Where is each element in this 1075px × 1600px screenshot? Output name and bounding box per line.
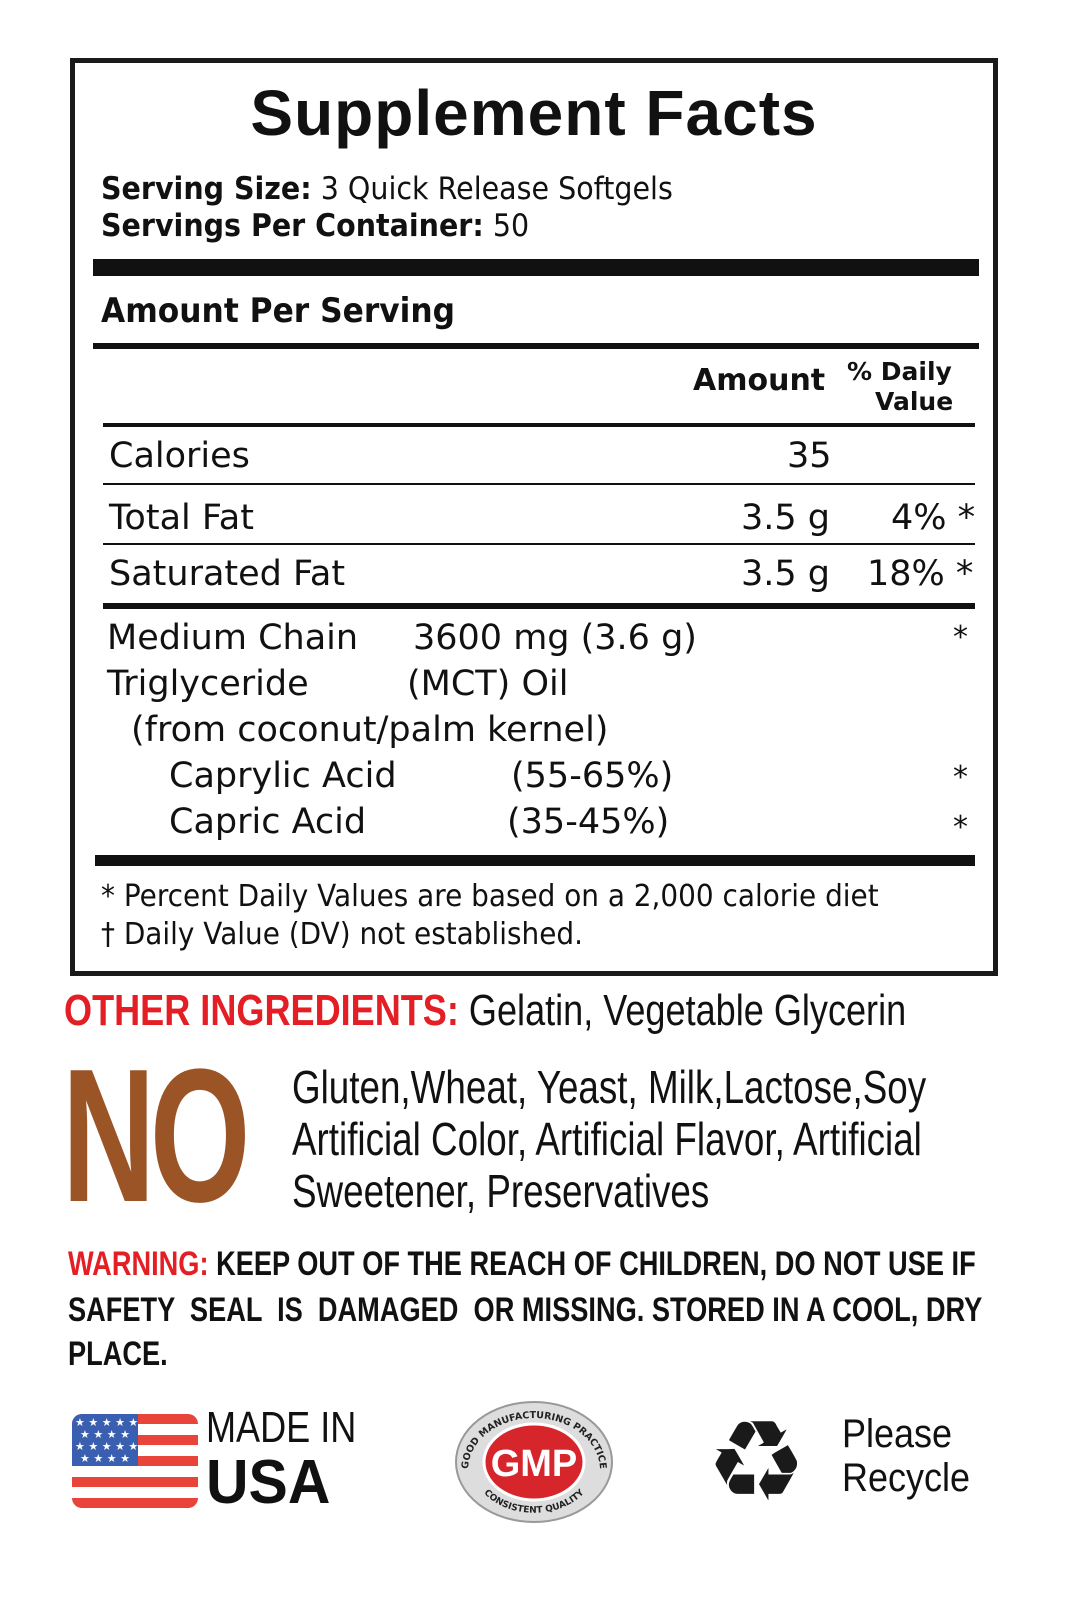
row-name: Calories [109, 436, 250, 476]
mct-amount-2: (MCT) Oil [407, 664, 569, 704]
recycle-text: Please [842, 1412, 953, 1456]
mct-amount: 3600 mg (3.6 g) [413, 618, 697, 658]
svg-text:★ ★ ★ ★ ★: ★ ★ ★ ★ ★ [75, 1440, 138, 1453]
sub-name: Capric Acid [169, 802, 367, 842]
divider [93, 343, 979, 349]
free-from-line: Gluten,Wheat, Yeast, Milk,Lactose,Soy [292, 1061, 927, 1113]
usa-text: USA [206, 1448, 331, 1517]
usa-flag-icon: ★ ★ ★ ★ ★★ ★ ★ ★ ★ ★ ★ ★ ★★ ★ ★ ★ [72, 1414, 198, 1508]
divider [103, 423, 975, 427]
footnote-dagger: † Daily Value (DV) not established. [101, 917, 583, 952]
row-dv: 4% * [891, 498, 976, 538]
free-from-line: Sweetener, Preservatives [292, 1165, 710, 1217]
row-amount: 35 [787, 436, 832, 476]
mct-source: (from coconut/palm kernel) [131, 710, 609, 750]
other-ingredients: OTHER INGREDIENTS: Gelatin, Vegetable Gl… [64, 986, 907, 1035]
gmp-text: GMP [491, 1443, 578, 1485]
warning-line-2: SAFETY SEAL IS DAMAGED OR MISSING. STORE… [68, 1291, 983, 1329]
row-dv: 18% * [867, 554, 974, 594]
made-in-text: MADE IN [206, 1403, 357, 1452]
recycle-icon: ♻ [706, 1397, 807, 1527]
sub-name: Caprylic Acid [169, 756, 397, 796]
sub-amount: (35-45%) [507, 802, 670, 842]
divider [103, 483, 975, 485]
row-amount: 3.5 g [741, 498, 831, 538]
sub-dv: * [953, 760, 968, 795]
sub-dv: * [953, 810, 968, 845]
no-label: NO [62, 1030, 250, 1242]
svg-text:★ ★ ★ ★: ★ ★ ★ ★ [80, 1452, 130, 1465]
recycle-text-2: Recycle [842, 1456, 971, 1500]
serving-size: Serving Size: 3 Quick Release Softgels [101, 171, 673, 207]
servings-per-container: Servings Per Container: 50 [101, 208, 530, 244]
panel-title: Supplement Facts [250, 77, 818, 149]
col-amount: Amount [693, 363, 826, 398]
gmp-seal-icon: GMP GOOD MANUFACTURING PRACTICE CONSISTE… [455, 1401, 613, 1523]
row-name: Total Fat [109, 498, 254, 538]
mct-name-2: Triglyceride [107, 664, 309, 704]
footnote-dv: * Percent Daily Values are based on a 2,… [101, 879, 879, 914]
row-name: Saturated Fat [109, 554, 346, 594]
divider [95, 855, 975, 866]
col-dv: % Daily [847, 357, 952, 386]
divider [103, 543, 975, 545]
svg-text:★ ★ ★ ★: ★ ★ ★ ★ [80, 1428, 130, 1441]
row-amount: 3.5 g [741, 554, 831, 594]
sub-amount: (55-65%) [511, 756, 674, 796]
svg-text:★ ★ ★ ★ ★: ★ ★ ★ ★ ★ [75, 1416, 138, 1429]
divider [93, 259, 979, 276]
supplement-facts-panel: Supplement Facts Serving Size: 3 Quick R… [70, 58, 998, 976]
warning-line-3: PLACE. [68, 1335, 168, 1373]
amount-per-serving: Amount Per Serving [101, 291, 456, 331]
warning-line-1: WARNING: KEEP OUT OF THE REACH OF CHILDR… [68, 1245, 976, 1283]
free-from-line: Artificial Color, Artificial Flavor, Art… [292, 1113, 922, 1165]
col-dv-2: Value [875, 387, 954, 416]
divider [103, 603, 975, 609]
gmp-seal: GMP GOOD MANUFACTURING PRACTICE CONSISTE… [454, 1400, 614, 1524]
mct-name: Medium Chain [107, 618, 359, 658]
mct-dv: * [953, 620, 968, 655]
